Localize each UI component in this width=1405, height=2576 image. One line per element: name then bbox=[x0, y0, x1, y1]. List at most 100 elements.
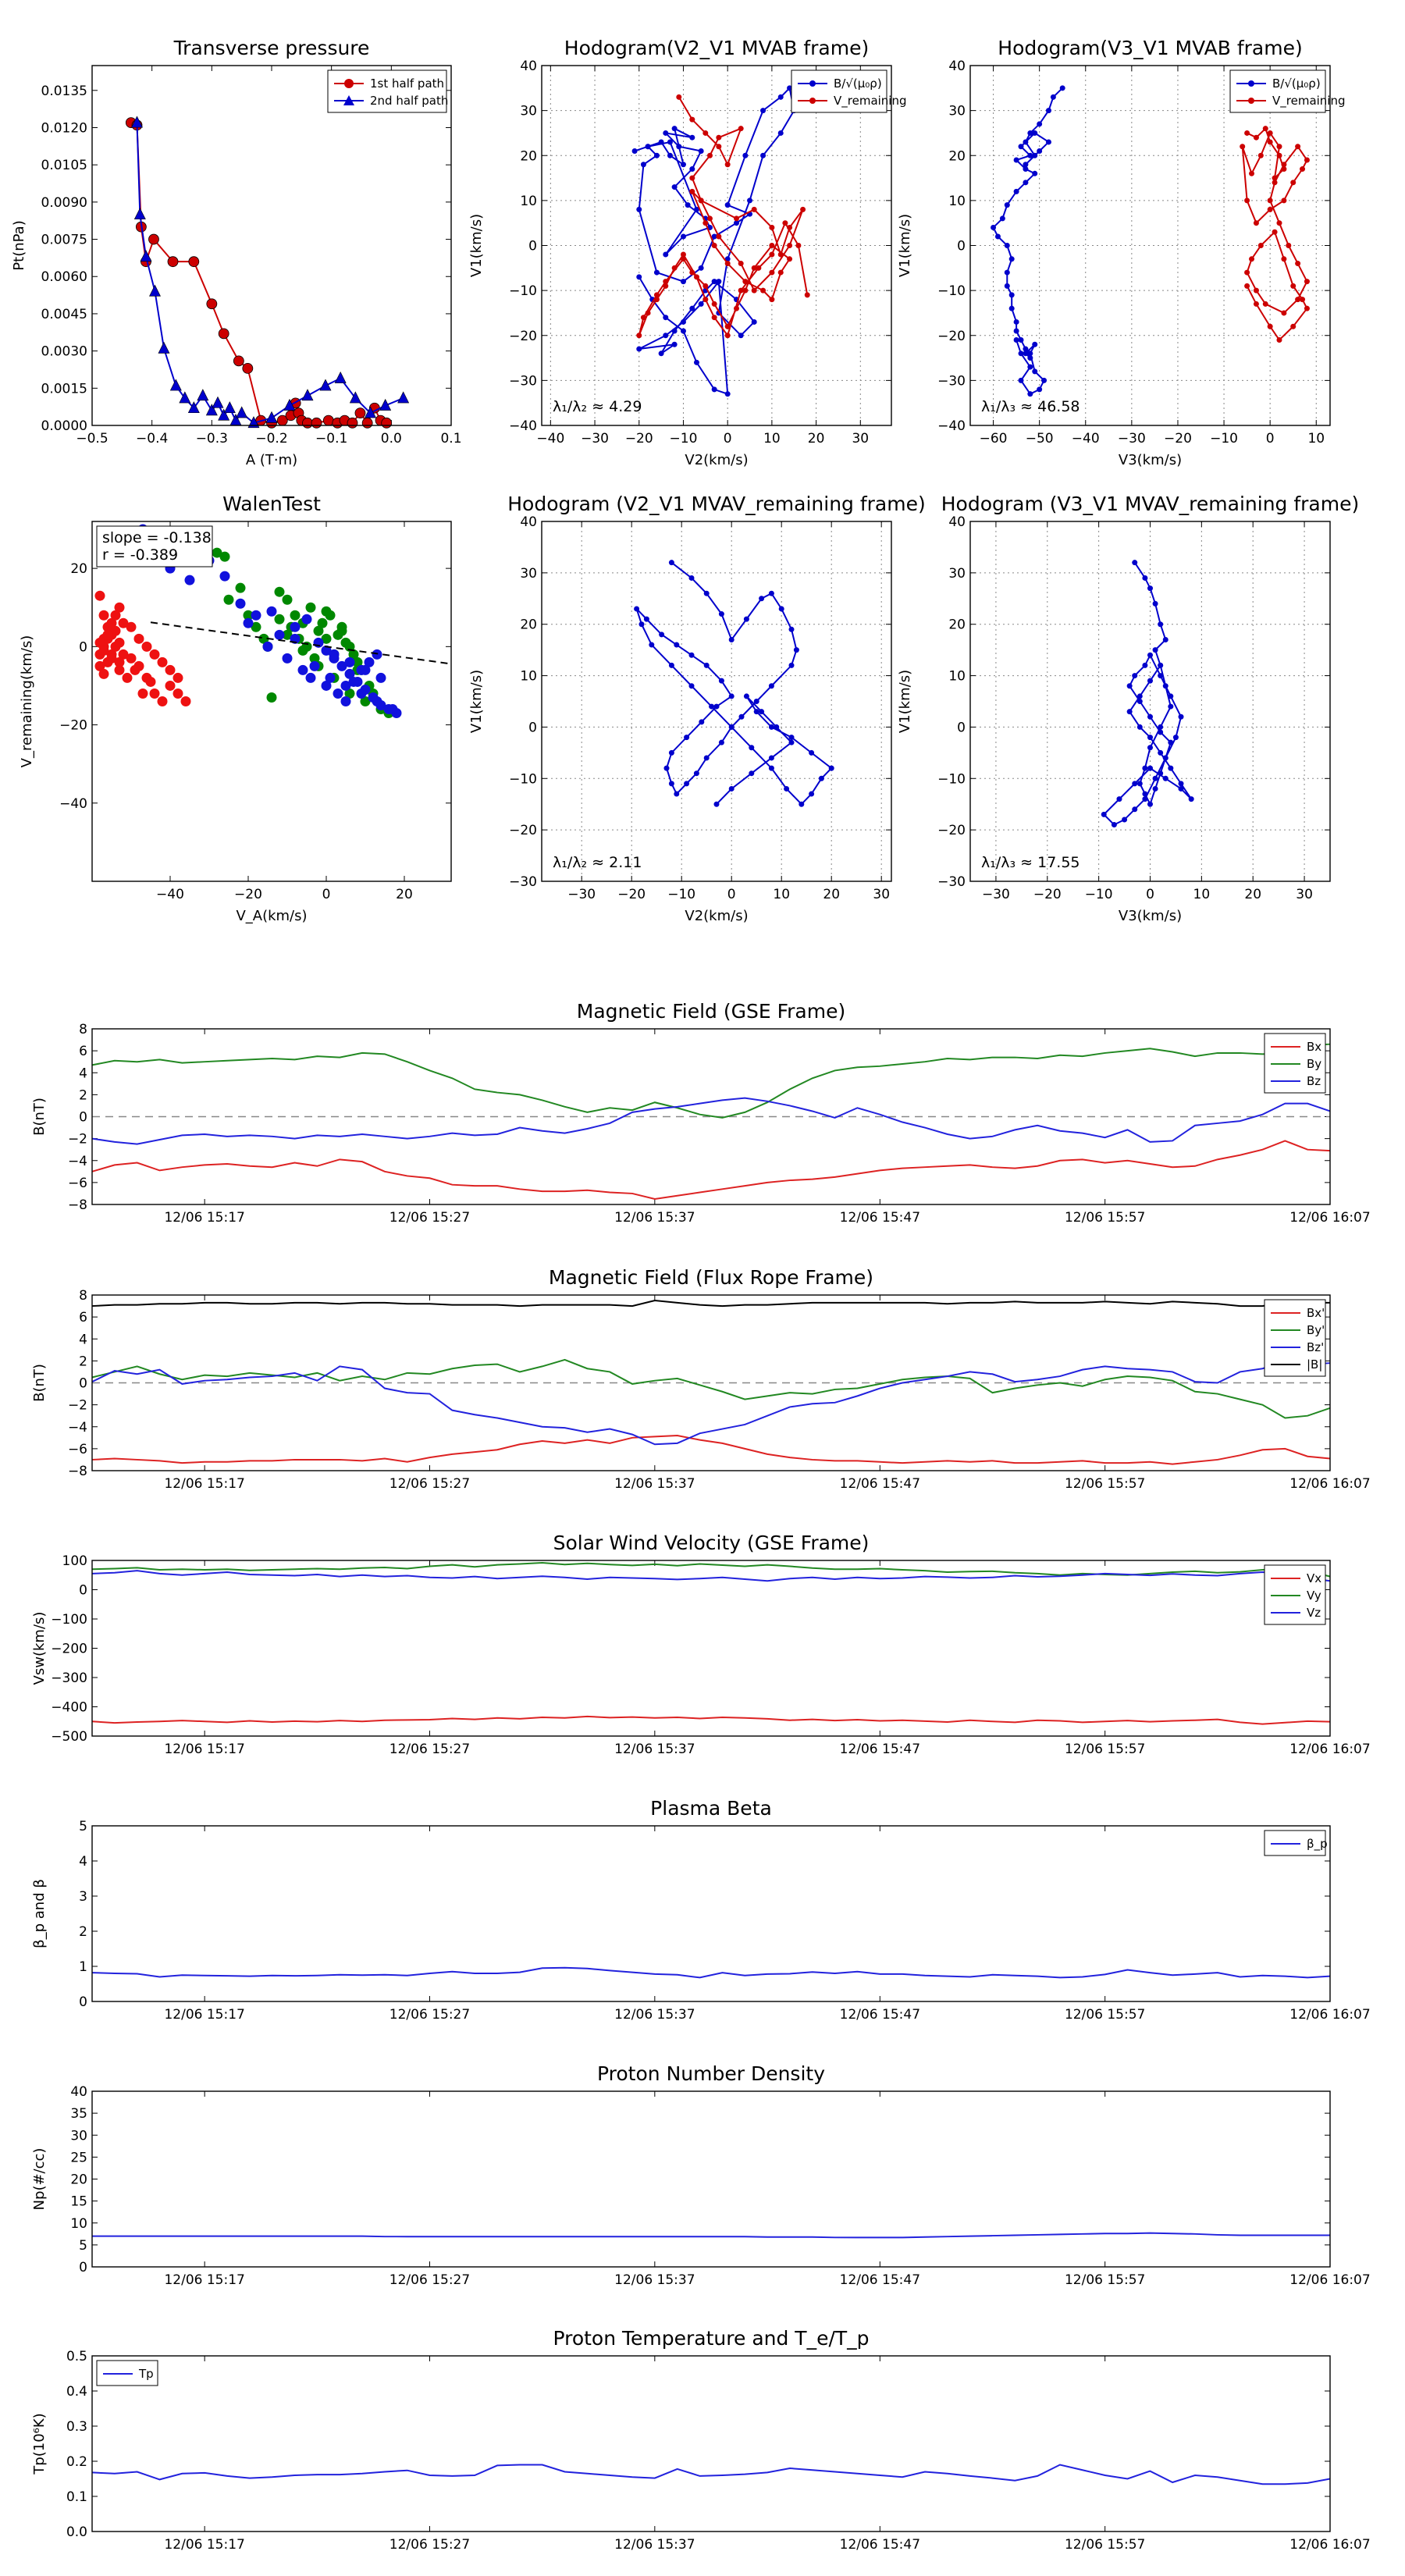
data-point bbox=[649, 642, 655, 648]
data-point bbox=[102, 629, 113, 640]
data-point bbox=[688, 575, 695, 581]
data-point bbox=[205, 404, 218, 416]
data-point bbox=[1032, 368, 1038, 375]
data-point bbox=[703, 590, 710, 596]
x-tick-label: 0 bbox=[1266, 431, 1275, 447]
plot-frame bbox=[91, 2090, 1331, 2268]
y-tick-label: 0 bbox=[79, 2260, 87, 2275]
legend-label: V_remaining bbox=[834, 94, 907, 109]
y-tick-label: −10 bbox=[937, 283, 966, 299]
data-point bbox=[777, 94, 784, 100]
data-point bbox=[777, 269, 784, 276]
data-point bbox=[266, 692, 277, 703]
data-point bbox=[1004, 269, 1010, 276]
data-point bbox=[98, 610, 109, 621]
data-point bbox=[777, 130, 784, 136]
data-point bbox=[1158, 770, 1164, 777]
legend-label: β_p bbox=[1307, 1837, 1328, 1852]
data-point bbox=[994, 233, 1001, 240]
chart-tp: Transverse pressure 0.0000 0.0015 0.0030 0.0… bbox=[11, 37, 462, 468]
data-point bbox=[1147, 765, 1153, 771]
x-tick-label: 12/06 15:17 bbox=[164, 2537, 244, 2553]
x-tick-label: −20 bbox=[617, 887, 646, 902]
x-tick-label: −20 bbox=[1164, 431, 1192, 447]
data-point bbox=[1281, 310, 1287, 316]
y-tick-label: −300 bbox=[51, 1670, 87, 1686]
data-point bbox=[1032, 130, 1038, 136]
data-point bbox=[311, 417, 322, 429]
data-point bbox=[769, 297, 775, 303]
data-point bbox=[738, 126, 744, 132]
data-point bbox=[659, 632, 665, 638]
data-point bbox=[1027, 355, 1033, 361]
y-axis-label: V1(km/s) bbox=[897, 214, 913, 277]
data-point bbox=[1290, 180, 1297, 186]
fit-line bbox=[150, 621, 452, 665]
chart-h3: Hodogram (V2_V1 MVAV_remaining frame) −30… bbox=[468, 493, 926, 924]
data-point bbox=[788, 735, 795, 741]
fit-annotation: slope = -0.138 bbox=[102, 529, 212, 546]
data-point bbox=[1158, 673, 1164, 679]
series-line bbox=[91, 1966, 1331, 1979]
data-point bbox=[360, 696, 371, 706]
ratio-annotation: λ₁/λ₃ ≈ 46.58 bbox=[981, 398, 1080, 415]
plot-frame bbox=[91, 521, 452, 882]
data-point bbox=[768, 724, 774, 730]
data-point bbox=[738, 713, 745, 720]
x-tick-label: 12/06 15:37 bbox=[614, 2007, 695, 2023]
plot-frame bbox=[91, 1294, 1331, 1471]
data-point bbox=[818, 775, 824, 781]
data-point bbox=[718, 678, 724, 684]
data-point bbox=[1126, 683, 1133, 689]
data-point bbox=[1032, 152, 1038, 158]
x-tick-label: 0.1 bbox=[440, 431, 461, 447]
series-line bbox=[91, 1300, 1330, 1308]
data-point bbox=[206, 298, 218, 310]
data-point bbox=[1018, 337, 1024, 343]
y-axis-label: Vsw(km/s) bbox=[31, 1612, 48, 1685]
data-point bbox=[98, 668, 109, 679]
x-tick-label: 12/06 15:37 bbox=[614, 1742, 695, 1757]
data-point bbox=[653, 297, 660, 303]
data-point bbox=[372, 696, 382, 706]
legend-label: B/√(μ₀ρ) bbox=[1272, 76, 1321, 91]
ratio-annotation: λ₁/λ₂ ≈ 2.11 bbox=[553, 854, 642, 871]
legend-marker bbox=[809, 98, 816, 104]
data-point bbox=[347, 417, 358, 429]
y-tick-label: 30 bbox=[948, 566, 966, 582]
x-tick-label: −0.3 bbox=[196, 431, 228, 447]
y-axis-label: Np(#/cc) bbox=[31, 2148, 48, 2211]
data-point bbox=[301, 614, 312, 624]
y-tick-label: −40 bbox=[937, 418, 966, 434]
data-point bbox=[325, 672, 336, 683]
y-axis-label: V1(km/s) bbox=[468, 214, 485, 277]
data-point bbox=[795, 243, 802, 248]
data-point bbox=[1253, 301, 1259, 307]
x-tick-label: 10 bbox=[1193, 887, 1211, 902]
data-point bbox=[233, 355, 244, 367]
x-tick-label: 0 bbox=[724, 431, 732, 447]
data-point bbox=[309, 653, 320, 664]
data-point bbox=[828, 765, 834, 771]
data-point bbox=[751, 206, 757, 212]
data-point bbox=[333, 688, 343, 699]
chart-title: Hodogram(V3_V1 MVAB frame) bbox=[998, 37, 1302, 59]
data-point bbox=[676, 144, 682, 150]
y-tick-label: −20 bbox=[59, 718, 87, 734]
data-point bbox=[301, 389, 314, 401]
x-tick-label: 12/06 15:57 bbox=[1065, 1476, 1145, 1492]
data-point bbox=[321, 680, 332, 691]
data-point bbox=[1267, 323, 1273, 329]
y-tick-label: −20 bbox=[509, 329, 537, 344]
data-point bbox=[709, 703, 715, 710]
data-point bbox=[640, 315, 646, 321]
data-point bbox=[1162, 636, 1168, 642]
data-point bbox=[1023, 162, 1029, 168]
data-point bbox=[309, 660, 320, 671]
y-tick-label: 3 bbox=[79, 1889, 87, 1905]
data-point bbox=[1240, 144, 1246, 150]
data-point bbox=[236, 406, 248, 418]
data-point bbox=[133, 633, 144, 644]
series-line bbox=[992, 87, 1063, 395]
data-point bbox=[716, 144, 722, 150]
